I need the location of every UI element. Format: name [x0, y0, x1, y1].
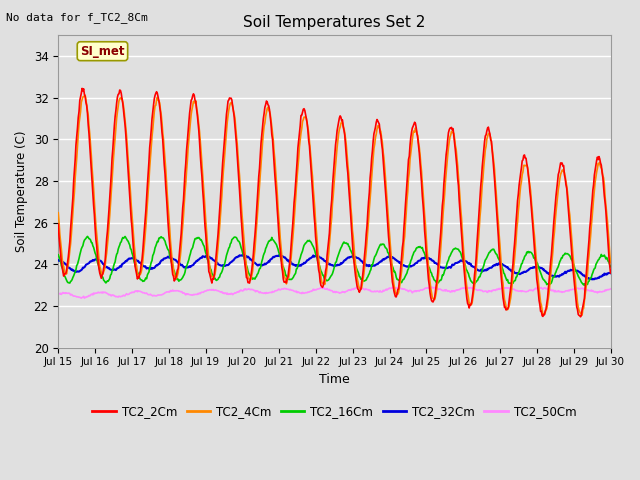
Text: No data for f_TC2_8Cm: No data for f_TC2_8Cm [6, 12, 148, 23]
Legend: TC2_2Cm, TC2_4Cm, TC2_16Cm, TC2_32Cm, TC2_50Cm: TC2_2Cm, TC2_4Cm, TC2_16Cm, TC2_32Cm, TC… [88, 400, 581, 423]
X-axis label: Time: Time [319, 373, 350, 386]
Text: SI_met: SI_met [80, 45, 125, 58]
Title: Soil Temperatures Set 2: Soil Temperatures Set 2 [243, 15, 426, 30]
Y-axis label: Soil Temperature (C): Soil Temperature (C) [15, 131, 28, 252]
